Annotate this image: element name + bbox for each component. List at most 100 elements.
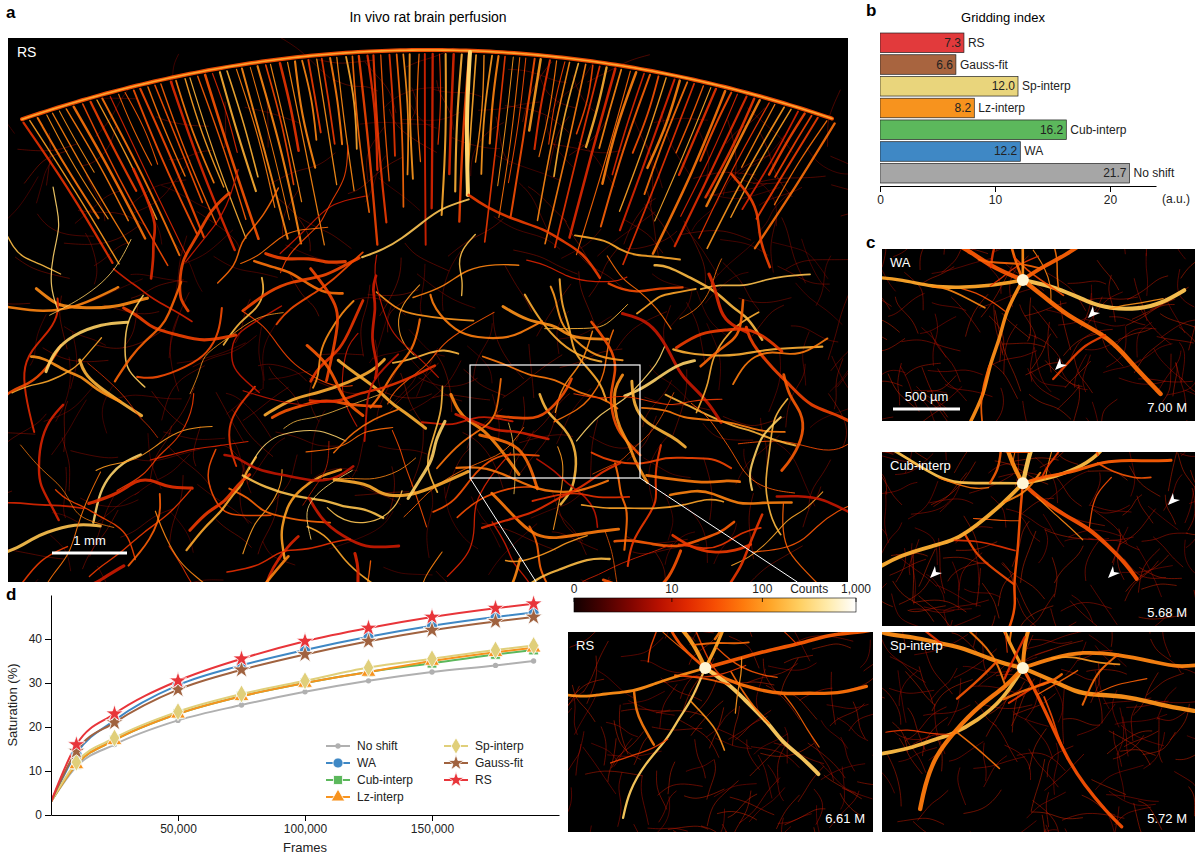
vessel xyxy=(1189,309,1195,350)
vessel xyxy=(680,676,693,699)
vessel xyxy=(814,789,822,824)
vessel xyxy=(43,472,101,582)
marker xyxy=(233,661,250,678)
legend-label: WA xyxy=(357,756,376,770)
vessel xyxy=(1052,558,1057,597)
bar xyxy=(880,76,1018,96)
vessel xyxy=(609,283,683,291)
vessel xyxy=(965,589,1001,597)
vessel xyxy=(8,215,61,274)
vessel xyxy=(1126,299,1175,325)
vessel xyxy=(634,825,662,832)
vessel xyxy=(750,417,781,490)
vessel xyxy=(590,420,597,479)
vessel xyxy=(483,357,618,409)
vessel xyxy=(1026,632,1084,649)
marker xyxy=(173,703,183,721)
vessel xyxy=(648,828,687,831)
vessel xyxy=(757,118,818,219)
vessel xyxy=(22,50,832,119)
vessel xyxy=(899,671,917,705)
vessel xyxy=(849,714,873,730)
vessel xyxy=(229,387,255,466)
legend-label: Lz-interp xyxy=(357,790,404,804)
vessel xyxy=(388,312,494,404)
vessel xyxy=(715,632,738,639)
vessel xyxy=(8,491,12,511)
vessel xyxy=(408,421,445,498)
vessel xyxy=(930,499,973,504)
bars xyxy=(880,33,1130,183)
legend-marker xyxy=(448,755,464,770)
vessel xyxy=(834,359,843,409)
vessel xyxy=(952,562,958,609)
vessel xyxy=(882,759,894,793)
vessel xyxy=(1073,385,1080,421)
vessel xyxy=(955,731,999,769)
vessel xyxy=(705,632,769,668)
vessel xyxy=(908,482,937,519)
image-panel xyxy=(882,452,1195,626)
vessel xyxy=(1002,342,1021,391)
vessel xyxy=(62,438,69,491)
vessel xyxy=(932,287,985,308)
vessel xyxy=(1115,714,1167,724)
vessel xyxy=(668,826,708,829)
vessel xyxy=(258,364,306,381)
tick-mark xyxy=(995,186,996,192)
vessel xyxy=(735,658,741,713)
vessel xyxy=(705,632,873,668)
axis: 010203040 xyxy=(29,596,52,823)
vessel xyxy=(186,169,239,261)
vessel xyxy=(960,280,1023,421)
tick-mark xyxy=(45,639,51,640)
bar xyxy=(880,55,956,75)
vessel xyxy=(365,354,399,441)
vessel xyxy=(568,686,579,730)
image-panel xyxy=(882,249,1195,421)
category-label: WA xyxy=(1024,144,1043,158)
vessel xyxy=(1006,509,1050,530)
vessel xyxy=(212,74,237,153)
vessel xyxy=(673,347,822,356)
axis-title: Frames xyxy=(283,840,328,855)
vessel xyxy=(527,260,627,282)
vessel xyxy=(216,519,251,547)
category-label: RS xyxy=(968,36,985,50)
vessel xyxy=(1186,532,1195,534)
vessel xyxy=(993,723,1017,762)
vessel xyxy=(1096,765,1144,789)
vessel xyxy=(931,332,960,382)
vessel xyxy=(882,249,888,267)
vessel xyxy=(64,401,68,451)
vessel xyxy=(39,405,63,520)
vessel xyxy=(882,370,905,386)
vessel xyxy=(508,58,525,183)
vessel xyxy=(882,452,1023,483)
vessel xyxy=(1142,533,1188,541)
vessel xyxy=(1185,540,1195,581)
vessel xyxy=(334,472,468,496)
tick: 50,000 xyxy=(160,815,197,836)
vessel xyxy=(728,794,757,817)
vessel xyxy=(656,771,666,809)
legend-label: RS xyxy=(475,773,492,787)
vessel xyxy=(1168,452,1179,491)
vessel xyxy=(1134,339,1165,372)
marker xyxy=(360,619,377,636)
vessel xyxy=(121,509,173,537)
image-label: RS xyxy=(17,44,36,60)
vessel xyxy=(755,632,798,645)
vessel xyxy=(925,650,952,693)
vessel xyxy=(532,493,629,501)
vessel xyxy=(954,452,975,473)
panel-letter: a xyxy=(6,3,16,22)
vessel xyxy=(615,463,627,550)
vessel xyxy=(931,668,957,699)
vessel xyxy=(828,296,848,360)
panel-title: In vivo rat brain perfusion xyxy=(349,9,506,25)
vessel xyxy=(619,705,628,754)
vessel xyxy=(361,285,370,356)
vessel xyxy=(1031,372,1066,387)
category-label: Cub-interp xyxy=(1070,123,1126,137)
